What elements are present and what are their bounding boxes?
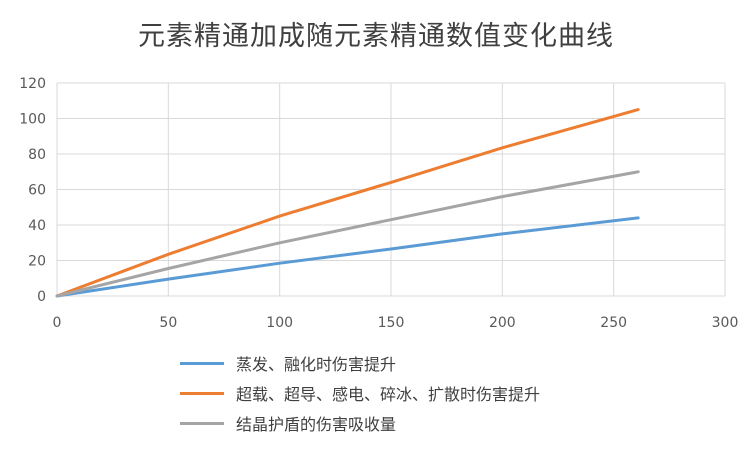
series-line-2 [55, 108, 640, 298]
x-tick-label: 0 [53, 315, 62, 331]
x-tick-label: 200 [489, 315, 516, 331]
legend-item: 蒸发、融化时伤害提升 [180, 348, 540, 378]
y-tick-label: 100 [19, 112, 46, 128]
x-tick-label: 100 [266, 315, 293, 331]
y-tick-label: 40 [28, 218, 46, 234]
series-line-1 [55, 216, 640, 298]
legend-swatch [180, 361, 224, 365]
series-line-3 [55, 170, 640, 298]
legend-swatch [180, 391, 224, 395]
x-tick-label: 250 [600, 315, 627, 331]
x-tick-label: 50 [159, 315, 177, 331]
y-tick-label: 20 [28, 254, 46, 270]
y-tick-label: 80 [28, 147, 46, 163]
legend-label: 蒸发、融化时伤害提升 [236, 355, 397, 374]
y-tick-label: 60 [28, 183, 46, 199]
y-tick-label: 0 [37, 289, 46, 305]
legend: 蒸发、融化时伤害提升超载、超导、感电、碎冰、扩散时伤害提升 结晶护盾的伤害吸收量 [180, 348, 540, 438]
chart-title: 元素精通加成随元素精通数值变化曲线 [138, 21, 614, 52]
legend-label: 超载、超导、感电、碎冰、扩散时伤害提升 [236, 385, 541, 404]
x-tick-label: 300 [712, 315, 739, 331]
x-tick-label: 150 [378, 315, 405, 331]
legend-swatch [180, 421, 224, 425]
legend-item: 结晶护盾的伤害吸收量 [180, 408, 540, 438]
legend-item: 超载、超导、感电、碎冰、扩散时伤害提升 [180, 378, 540, 408]
legend-label: 结晶护盾的伤害吸收量 [236, 415, 397, 434]
y-tick-label: 120 [19, 76, 46, 92]
